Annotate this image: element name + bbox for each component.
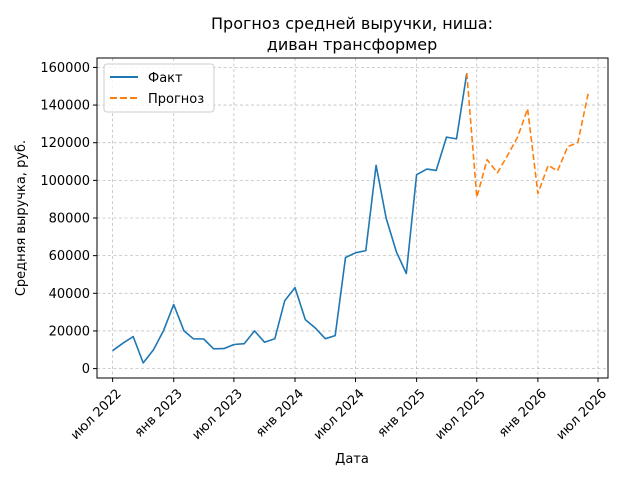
legend-label-fact: Факт <box>148 71 183 86</box>
series-line-fact <box>112 72 468 364</box>
y-tick-label: 60000 <box>49 249 90 264</box>
y-tick-label: 100000 <box>40 174 90 189</box>
y-tick-label: 160000 <box>40 61 90 76</box>
chart-title-line1: Прогноз средней выручки, ниша: <box>211 14 493 33</box>
y-axis-ticks: 0 20000 40000 60000 80000 100000 120000 140000 1… <box>40 61 97 377</box>
y-tick-label: 80000 <box>49 212 90 227</box>
legend: Факт Прогноз <box>103 63 215 113</box>
y-tick-label: 140000 <box>40 99 90 114</box>
series-lines <box>112 72 589 364</box>
y-tick-label: 40000 <box>49 287 90 302</box>
x-axis-label: Дата <box>335 452 369 467</box>
y-tick-label: 120000 <box>40 136 90 151</box>
y-axis-label: Средняя выручка, руб. <box>14 140 29 296</box>
y-tick-label: 20000 <box>49 324 90 339</box>
legend-label-forecast: Прогноз <box>148 92 204 107</box>
chart-title-line2: диван трансформер <box>267 35 437 54</box>
y-tick-label: 0 <box>82 362 90 377</box>
series-line-forecast <box>466 73 589 199</box>
